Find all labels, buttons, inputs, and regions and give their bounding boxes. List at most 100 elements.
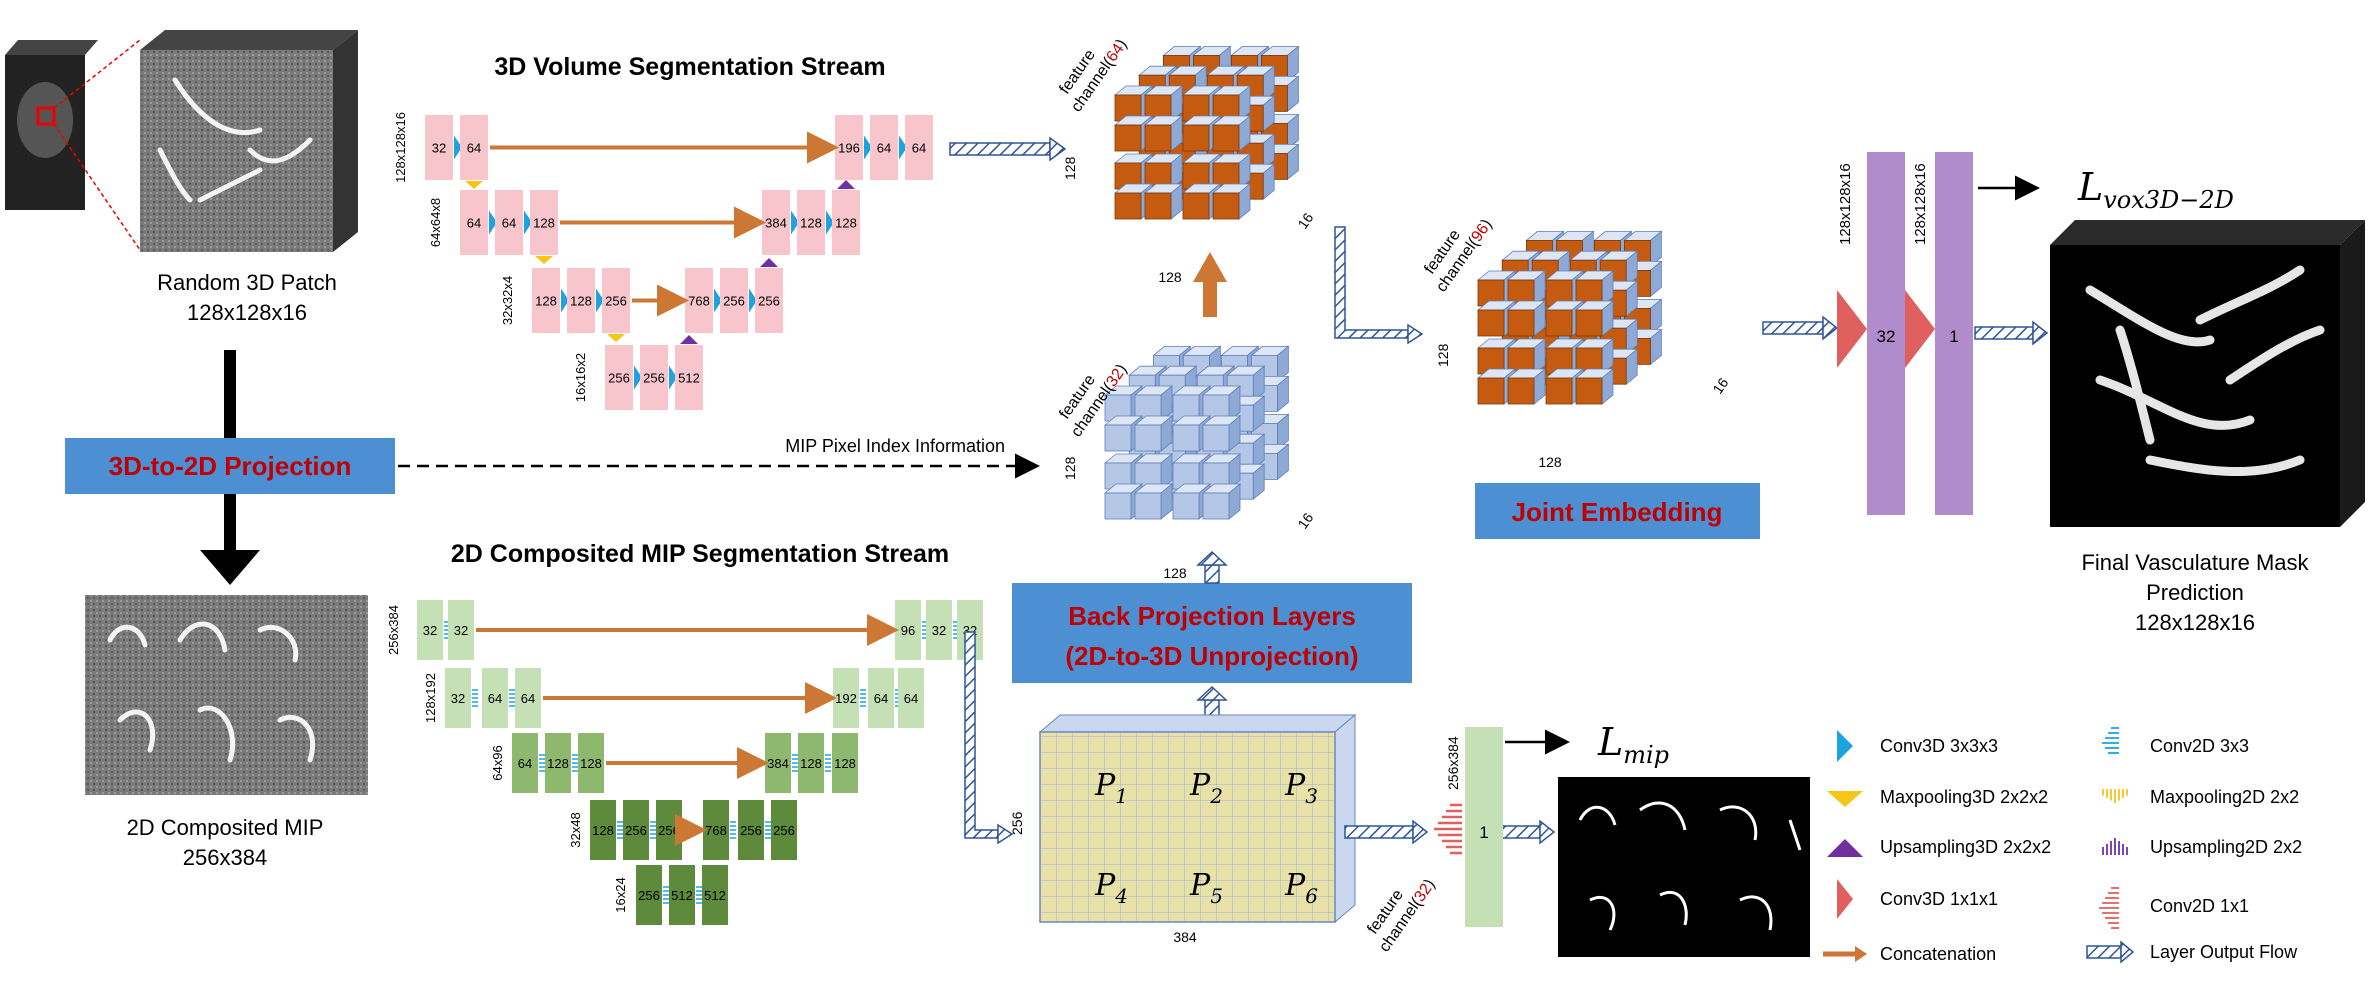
conv3d-triangle: [596, 288, 604, 313]
final-prediction-image: [2050, 220, 2365, 527]
joint-label: Joint Embedding: [1512, 497, 1723, 527]
projection-banner: 3D-to-2D Projection: [65, 438, 395, 494]
dim-384: 384: [1173, 929, 1197, 945]
unet3d-enc-channel: 256: [643, 371, 665, 386]
final3d-layer-1: [1935, 152, 1973, 515]
legend-glyph: [2102, 727, 2119, 754]
unet3d-dec-block: [720, 268, 748, 333]
stream3d-title: 3D Volume Segmentation Stream: [494, 53, 885, 81]
unet3d-dec-channel: 64: [912, 141, 926, 156]
final2d-level: 256x384: [1445, 736, 1461, 790]
down-arrow-head: [200, 550, 260, 585]
conv3d-triangle: [899, 135, 907, 160]
unet3d-level-label: 16x16x2: [573, 353, 588, 402]
final-label-2: Prediction: [2146, 580, 2244, 605]
unet2d-dec-channel: 384: [767, 756, 789, 771]
unet2d-enc-channel: 64: [518, 756, 532, 771]
unet3d-enc-block: [602, 268, 630, 333]
final2d-layer-1: [1465, 727, 1503, 927]
legend-glyph: [1823, 946, 1867, 962]
cube-unit: [1574, 300, 1615, 337]
input-volume-thumbnail: [5, 39, 141, 251]
unet2d-enc-channel: 256: [625, 823, 647, 838]
legend-label-maxpool2d: Maxpooling2D 2x2: [2150, 787, 2299, 807]
stream2d-title: 2D Composited MIP Segmentation Stream: [451, 540, 949, 568]
mip-grid-block: [1038, 713, 1357, 924]
unet2d-enc-channel: 256: [638, 888, 660, 903]
unet2d-dec-channel: 64: [904, 691, 918, 706]
legend-label-maxpool3d: Maxpooling3D 2x2x2: [1880, 787, 2048, 807]
dim-128-f: 128: [1538, 454, 1562, 470]
legend-label-conv2d1: Conv2D 1x1: [2150, 896, 2249, 916]
cube-unit: [1133, 483, 1174, 520]
unet3d-enc-channel: 32: [432, 141, 446, 156]
flow-arrow-3d-to-cube: [949, 136, 1067, 162]
loss-vox: Lvox3D−2D: [2077, 165, 2234, 214]
maxpool3d-glyph: [607, 334, 625, 342]
legend-glyph: [1837, 730, 1853, 762]
conv3d-triangle: [454, 135, 462, 160]
unet2d-dec-block: [771, 800, 797, 860]
joint-feature-cube-96: [1476, 230, 1663, 405]
legend-label-conv3d1: Conv3D 1x1x1: [1880, 889, 1998, 909]
mip-grid-cell-label: P3: [1284, 768, 1318, 808]
unet3d-enc-channel: 256: [608, 371, 630, 386]
cube-unit: [1506, 368, 1547, 405]
unet2d-level-label: 32x48: [568, 812, 583, 847]
unet2d-enc-block: [702, 865, 728, 925]
unet2d-dec-block: [798, 733, 824, 793]
unet2d-level-label: 64x96: [490, 745, 505, 780]
unet2d-dec-channel: 32: [932, 623, 946, 638]
unet3d-dec-block: [797, 190, 825, 255]
legend: Conv3D 3x3x3 Conv2D 3x3 Maxpooling3D 2x2x2…: [1823, 727, 2302, 964]
cube-unit: [1574, 338, 1615, 375]
legend-glyph: [2102, 789, 2128, 803]
dim-16-b: 16: [1294, 510, 1316, 532]
unet3d-enc-block: [460, 115, 488, 180]
unet2d-enc-block: [512, 733, 538, 793]
unet2d-enc-channel: 128: [592, 823, 614, 838]
dim-256: 256: [1009, 811, 1025, 835]
unet2d-dec-block: [898, 668, 924, 728]
unet3d-enc-block: [675, 345, 703, 410]
cube-unit: [1211, 183, 1252, 220]
conv3d-triangle: [749, 288, 757, 313]
unet2d-enc-block: [636, 865, 662, 925]
unet2d-level-label: 128x192: [423, 673, 438, 723]
unet2d-dec-channel: 256: [773, 823, 795, 838]
conv3d-triangle: [489, 210, 497, 235]
legend-label-flow: Layer Output Flow: [2150, 942, 2298, 962]
unet2d-enc-channel: 128: [547, 756, 569, 771]
unet2d-enc-block: [515, 668, 541, 728]
upsample3d-glyph: [837, 180, 855, 189]
patch-label: Random 3D Patch: [157, 270, 337, 295]
cube-unit: [1201, 385, 1242, 422]
unet2d-dec-block: [895, 600, 921, 660]
unet2d-enc-block: [417, 600, 443, 660]
unet3d-level-label: 128x128x16: [393, 112, 408, 183]
unet2d-dec-channel: 64: [874, 691, 888, 706]
unet2d-enc-block: [545, 733, 571, 793]
unet2d-enc-block: [445, 668, 471, 728]
mip-grid-cell-label: P1: [1094, 768, 1128, 808]
unet3d-enc-channel: 64: [467, 216, 481, 231]
unet2d-enc-channel: 64: [488, 691, 502, 706]
unet2d-enc-block: [448, 600, 474, 660]
conv3d-triangle: [669, 365, 677, 390]
back-projection-banner: Back Projection Layers (2D-to-3D Unproje…: [1012, 583, 1412, 683]
dim-16-a: 16: [1294, 210, 1316, 232]
unet2d-dec-channel: 192: [835, 691, 857, 706]
loss-mip-main: L: [1597, 720, 1623, 764]
projection-label: 3D-to-2D Projection: [109, 451, 352, 481]
cube-unit: [1574, 368, 1615, 405]
cube-unit: [1211, 115, 1252, 152]
unet3d-dec-block: [762, 190, 790, 255]
unet2d-dec-channel: 128: [800, 756, 822, 771]
loss-vox-main: L: [2077, 165, 2103, 209]
conv3d-triangle: [561, 288, 569, 313]
unet2d-dec-channel: 128: [834, 756, 856, 771]
cube-unit: [1171, 415, 1212, 452]
unet2d-enc-channel: 32: [451, 691, 465, 706]
